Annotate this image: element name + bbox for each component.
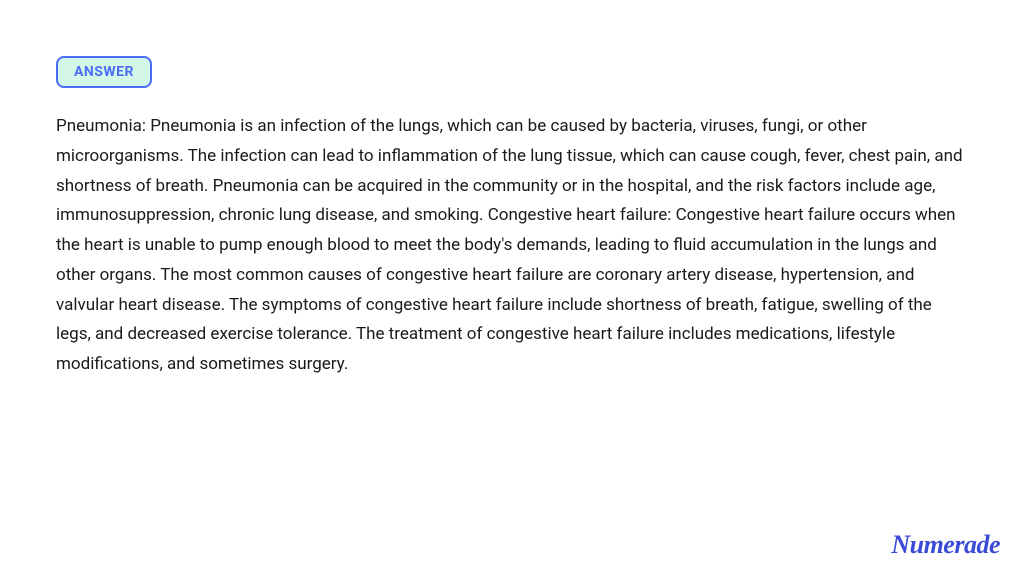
- answer-body-text: Pneumonia: Pneumonia is an infection of …: [56, 112, 968, 380]
- answer-badge: ANSWER: [56, 56, 152, 88]
- page-container: ANSWER Pneumonia: Pneumonia is an infect…: [0, 0, 1024, 380]
- brand-logo: Numerade: [891, 530, 1000, 560]
